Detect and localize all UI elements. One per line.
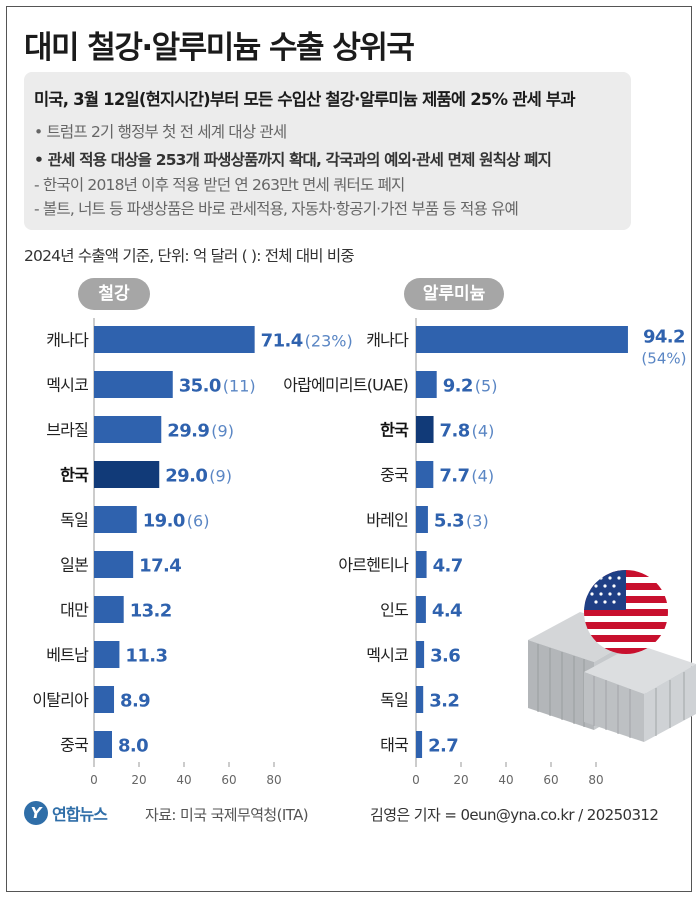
aluminum-value-label: 4.7: [433, 556, 463, 577]
aluminum-bar: [416, 326, 628, 353]
aluminum-value-label: 2.7: [428, 736, 458, 757]
steel-category-label: 캐나다: [46, 331, 89, 350]
notes-sub-2: - 볼트, 너트 등 파생상품은 바로 관세적용, 자동차·항공기·가전 부품 …: [34, 200, 519, 218]
aluminum-bar: [416, 731, 423, 758]
steel-bar: [94, 326, 255, 353]
steel-value-label: 19.0: [143, 511, 185, 532]
yonhap-logo: Y 연합뉴스: [24, 800, 108, 826]
aluminum-share-label: (54%): [641, 350, 686, 368]
steel-share-label: (11): [223, 377, 256, 396]
steel-category-label: 중국: [60, 736, 88, 755]
aluminum-value-label: 9.2: [443, 376, 473, 397]
steel-value-label: 11.3: [125, 646, 167, 667]
steel-category-label: 독일: [60, 511, 88, 530]
notes-sub-1: - 한국이 2018년 이후 적용 받던 연 263만t 면세 쿼터도 폐지: [34, 176, 405, 194]
steel-bar: [94, 686, 115, 713]
steel-bar: [94, 731, 112, 758]
source-note: 자료: 미국 국제무역청(ITA): [145, 806, 309, 824]
steel-share-label: (9): [211, 422, 234, 441]
steel-tick-label: 60: [221, 773, 236, 787]
aluminum-value-label: 3.6: [430, 646, 460, 667]
steel-tick-label: 40: [176, 773, 191, 787]
page-title: 대미 철강·알루미늄 수출 상위국: [24, 30, 415, 66]
aluminum-category-label: 아랍에미리트(UAE): [283, 376, 408, 395]
aluminum-bar: [416, 596, 426, 623]
steel-value-label: 29.0: [165, 466, 207, 487]
steel-value-label: 71.4: [261, 331, 303, 352]
steel-category-label: 이탈리아: [32, 691, 89, 710]
aluminum-tick-label: 40: [498, 773, 513, 787]
aluminum-category-label: 인도: [380, 601, 408, 620]
steel-category-label: 멕시코: [46, 376, 88, 395]
steel-panel-label: 철강: [78, 278, 150, 310]
yonhap-logo-text: 연합뉴스: [52, 805, 108, 824]
steel-value-label: 8.0: [118, 736, 148, 757]
steel-share-label: (23%): [305, 332, 353, 351]
us-flag-icon: [584, 570, 668, 654]
aluminum-value-label: 7.8: [440, 421, 470, 442]
aluminum-category-label: 바레인: [366, 511, 408, 530]
steel-value-label: 29.9: [167, 421, 209, 442]
steel-share-label: (6): [187, 512, 210, 531]
steel-bar: [94, 506, 137, 533]
yonhap-logo-icon: Y: [24, 801, 48, 825]
aluminum-value-label: 3.2: [429, 691, 459, 712]
aluminum-share-label: (4): [472, 422, 495, 441]
aluminum-category-label: 캐나다: [366, 331, 409, 350]
aluminum-value-label: 7.7: [439, 466, 469, 487]
unit-basis-note: 2024년 수출액 기준, 단위: 억 달러 ( ): 전체 대비 비중: [24, 247, 355, 265]
notes-headline: 미국, 3월 12일(현지시간)부터 모든 수입산 철강·알루미늄 제품에 25…: [34, 90, 576, 109]
steel-bar: [94, 416, 162, 443]
steel-category-label: 대만: [60, 601, 89, 620]
aluminum-category-label: 멕시코: [366, 646, 408, 665]
steel-bar: [94, 551, 134, 578]
steel-bar: [94, 371, 173, 398]
aluminum-value-label: 4.4: [432, 601, 462, 622]
aluminum-tick-label: 20: [453, 773, 468, 787]
aluminum-value-label: 94.2: [643, 327, 685, 348]
steel-bar: [94, 461, 160, 488]
steel-value-label: 13.2: [130, 601, 172, 622]
notes-bullet-1: • 트럼프 2기 행정부 첫 전 세계 대상 관세: [34, 123, 287, 141]
graphic-frame: [6, 6, 692, 892]
steel-tick-label: 20: [131, 773, 146, 787]
steel-category-label: 베트남: [46, 646, 89, 665]
steel-bar: [94, 596, 124, 623]
steel-tick-label: 0: [90, 773, 98, 787]
aluminum-category-label: 한국: [380, 421, 409, 440]
aluminum-bar: [416, 461, 434, 488]
aluminum-bar: [416, 641, 425, 668]
steel-tick-label: 80: [266, 773, 281, 787]
steel-value-label: 8.9: [120, 691, 150, 712]
credit-note: 김영은 기자 = 0eun@yna.co.kr / 20250312: [370, 806, 659, 824]
aluminum-bar: [416, 506, 428, 533]
notes-bullet-2: • 관세 적용 대상을 253개 파생상품까지 확대, 각국과의 예외·관세 면…: [34, 151, 552, 169]
notes-box: [24, 72, 631, 230]
steel-category-label: 한국: [60, 466, 89, 485]
aluminum-bar: [416, 416, 434, 443]
aluminum-tick-label: 0: [412, 773, 420, 787]
aluminum-category-label: 중국: [380, 466, 408, 485]
aluminum-share-label: (4): [471, 467, 494, 486]
container-illustration: [528, 612, 696, 742]
steel-share-label: (9): [209, 467, 232, 486]
aluminum-category-label: 태국: [380, 736, 408, 755]
aluminum-bar: [416, 686, 424, 713]
aluminum-bar: [416, 551, 427, 578]
aluminum-tick-label: 60: [543, 773, 558, 787]
aluminum-share-label: (3): [466, 512, 489, 531]
aluminum-panel-label: 알루미늄: [404, 278, 504, 310]
aluminum-value-label: 5.3: [434, 511, 464, 532]
steel-bar: [94, 641, 120, 668]
aluminum-category-label: 독일: [380, 691, 408, 710]
aluminum-tick-label: 80: [588, 773, 603, 787]
steel-value-label: 17.4: [139, 556, 181, 577]
aluminum-share-label: (5): [475, 377, 498, 396]
steel-category-label: 브라질: [46, 421, 88, 440]
steel-category-label: 일본: [60, 556, 88, 575]
aluminum-category-label: 아르헨티나: [338, 556, 409, 575]
steel-value-label: 35.0: [179, 376, 221, 397]
aluminum-bar: [416, 371, 437, 398]
